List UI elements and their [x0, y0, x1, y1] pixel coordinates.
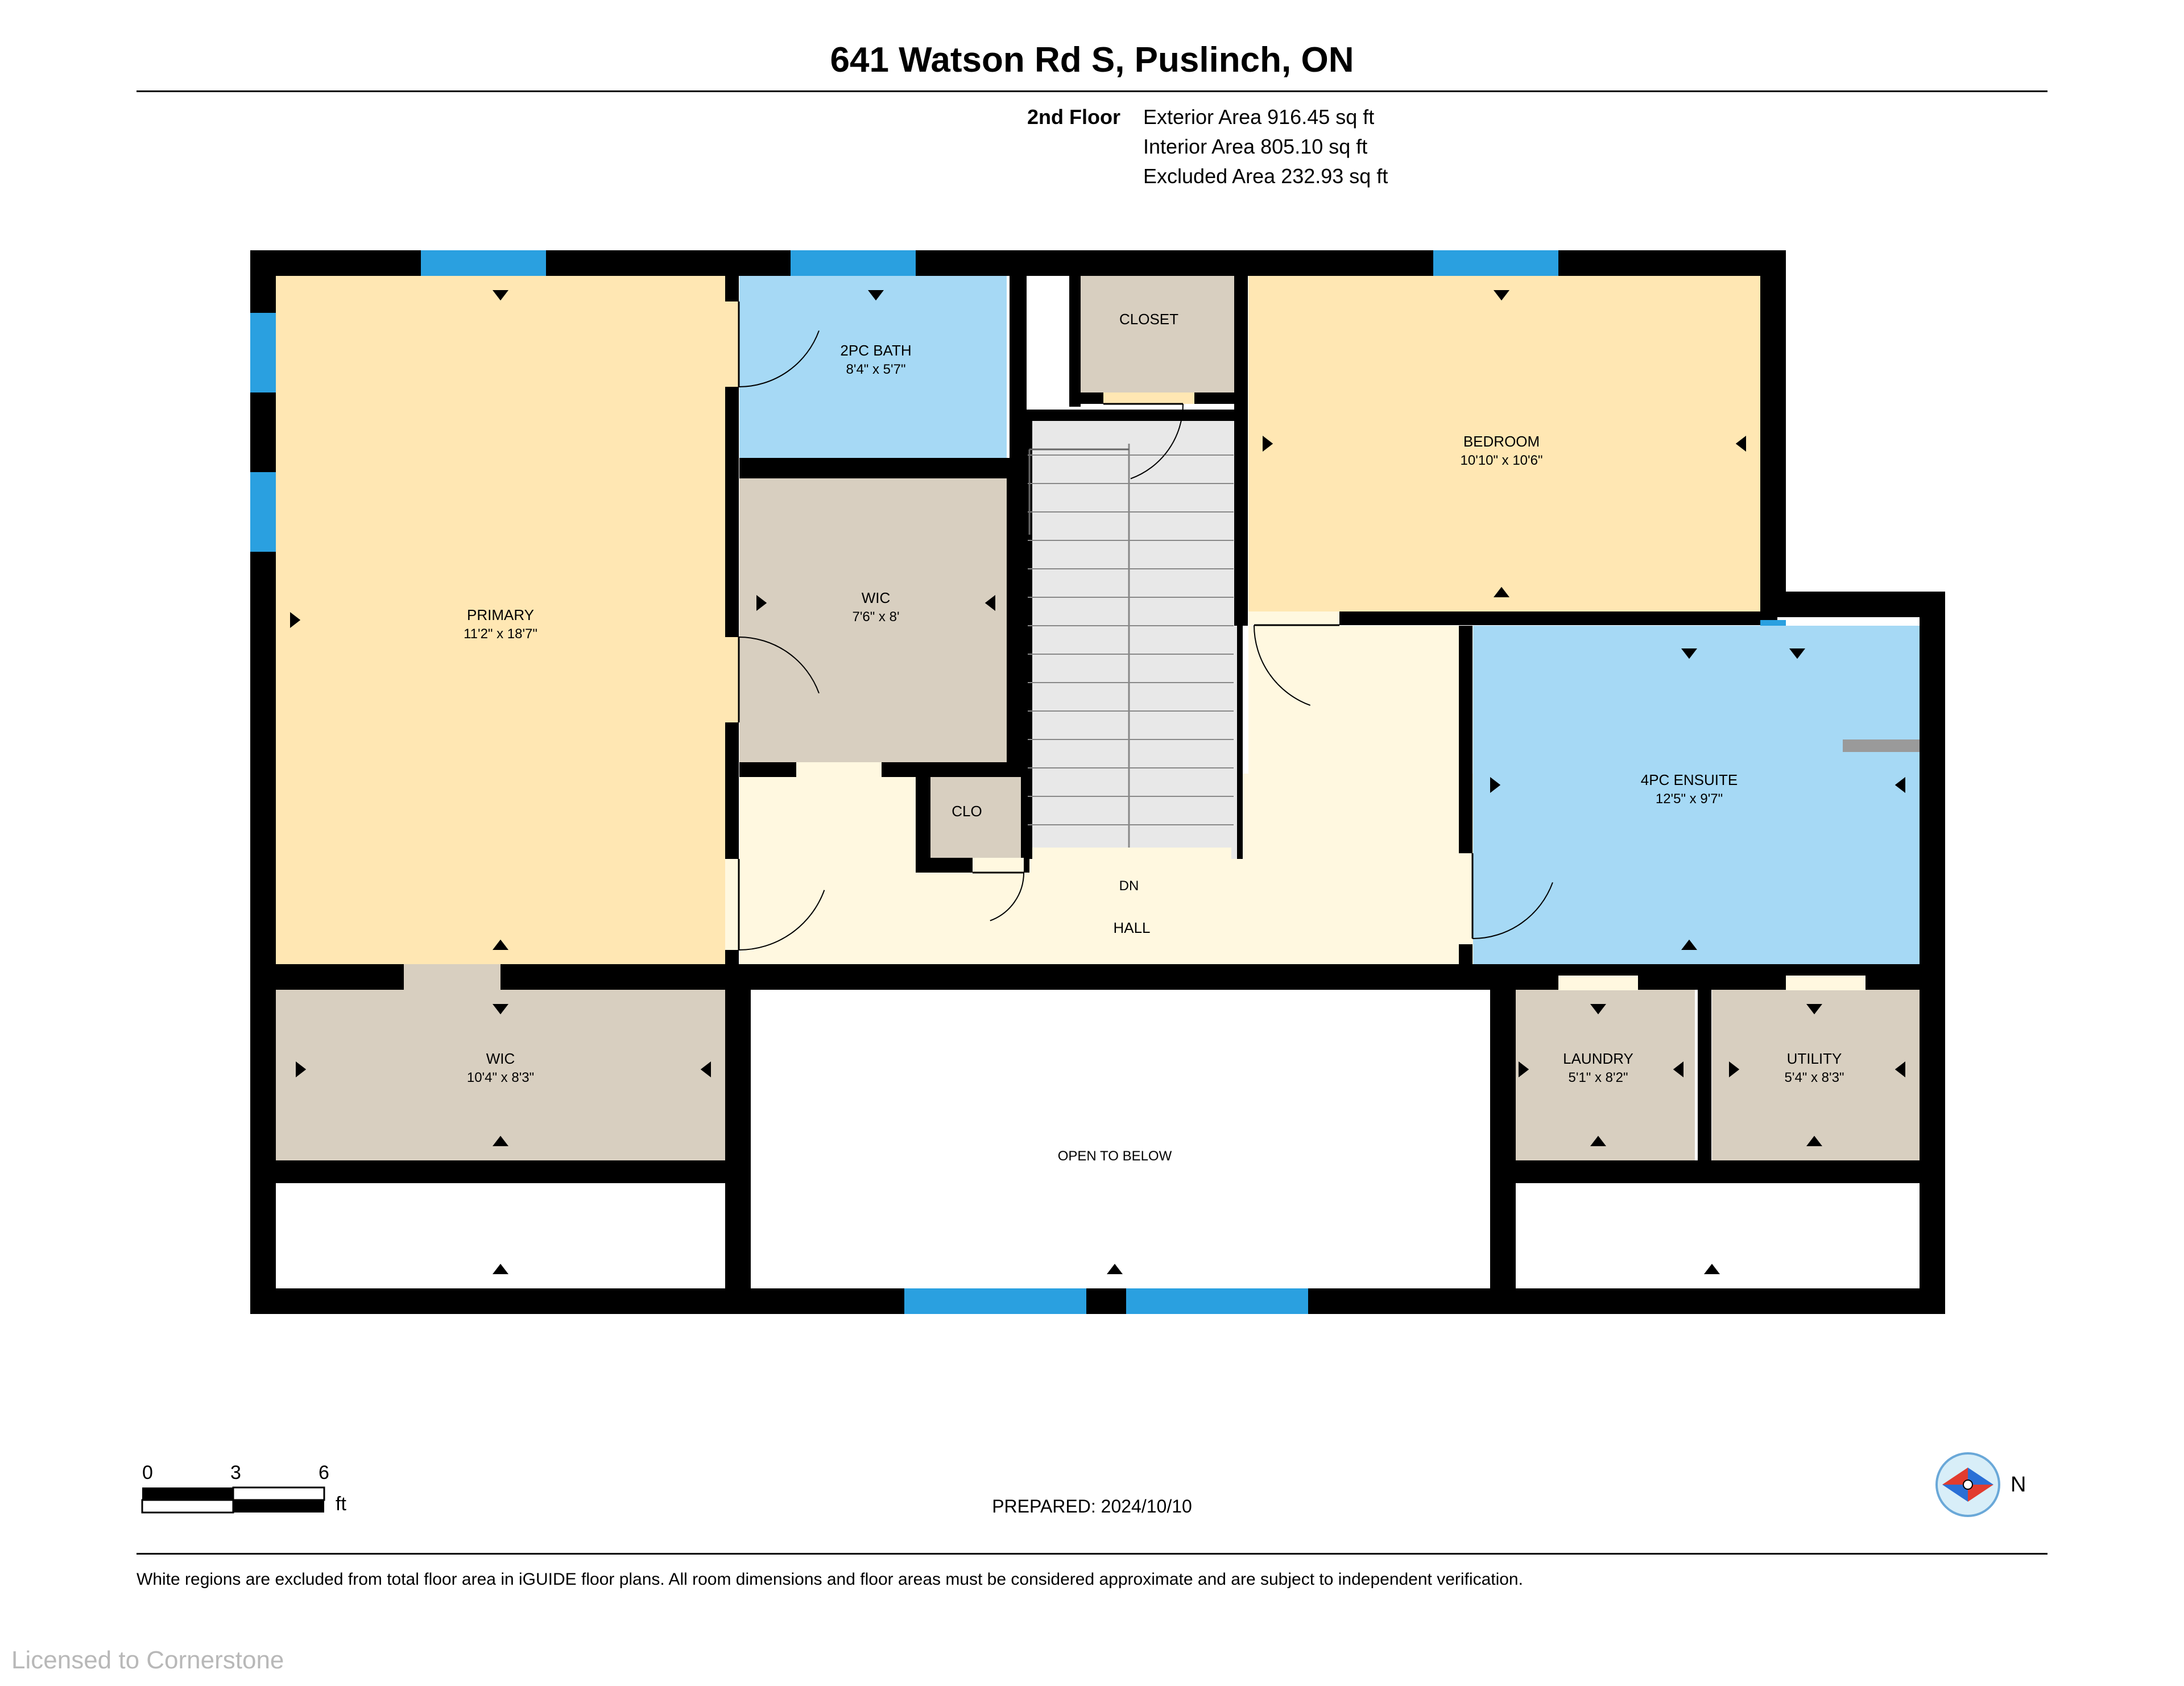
- svg-text:PRIMARY: PRIMARY: [467, 606, 534, 623]
- page-title: 641 Watson Rd S, Puslinch, ON: [136, 40, 2048, 80]
- license-text: Licensed to Cornerstone: [11, 1646, 284, 1675]
- exterior-area-label: Exterior Area: [1143, 105, 1261, 129]
- svg-text:WIC: WIC: [862, 589, 891, 606]
- compass-icon: N: [1934, 1445, 2036, 1524]
- svg-text:OPEN TO BELOW: OPEN TO BELOW: [1058, 1148, 1172, 1164]
- svg-text:10'4" x 8'3": 10'4" x 8'3": [467, 1070, 534, 1085]
- svg-text:11'2" x 18'7": 11'2" x 18'7": [464, 626, 537, 642]
- svg-text:8'4" x 5'7": 8'4" x 5'7": [846, 362, 906, 377]
- svg-text:5'4" x 8'3": 5'4" x 8'3": [1785, 1070, 1844, 1085]
- svg-text:2PC BATH: 2PC BATH: [840, 342, 911, 359]
- excluded-area-label: Excluded Area: [1143, 164, 1275, 188]
- rule-bottom: [136, 1553, 2048, 1555]
- floor-plan: PRIMARY 11'2" x 18'7" 2PC BATH 8'4" x 5'7" C…: [136, 239, 2048, 1411]
- svg-text:4PC ENSUITE: 4PC ENSUITE: [1641, 771, 1738, 788]
- svg-text:UTILITY: UTILITY: [1787, 1050, 1842, 1067]
- rule-top: [136, 90, 2048, 92]
- svg-text:DN: DN: [1119, 878, 1139, 894]
- svg-text:5'1" x 8'2": 5'1" x 8'2": [1569, 1070, 1628, 1085]
- scale-6: 6: [318, 1462, 329, 1483]
- interior-area-label: Interior Area: [1143, 135, 1255, 158]
- svg-text:HALL: HALL: [1113, 919, 1150, 936]
- exterior-area-value: 916.45 sq ft: [1267, 105, 1374, 129]
- interior-area-value: 805.10 sq ft: [1260, 135, 1367, 158]
- scale-0: 0: [142, 1462, 153, 1483]
- svg-text:12'5" x 9'7": 12'5" x 9'7": [1656, 791, 1723, 807]
- svg-text:BEDROOM: BEDROOM: [1463, 433, 1540, 450]
- svg-text:CLOSET: CLOSET: [1119, 311, 1178, 328]
- svg-text:WIC: WIC: [486, 1050, 515, 1067]
- svg-text:LAUNDRY: LAUNDRY: [1563, 1050, 1633, 1067]
- floor-info: 2nd Floor Exterior Area 916.45 sq ft Int…: [1007, 102, 1388, 192]
- prepared-date: PREPARED: 2024/10/10: [0, 1496, 2184, 1517]
- page: 641 Watson Rd S, Puslinch, ON 2nd Floor …: [136, 40, 2048, 109]
- disclaimer-text: White regions are excluded from total fl…: [136, 1570, 2048, 1589]
- excluded-area-value: 232.93 sq ft: [1281, 164, 1388, 188]
- svg-text:7'6" x 8': 7'6" x 8': [852, 609, 899, 625]
- svg-text:10'10" x 10'6": 10'10" x 10'6": [1461, 453, 1543, 468]
- floor-label: 2nd Floor: [1007, 102, 1120, 132]
- svg-text:CLO: CLO: [952, 803, 982, 820]
- compass-n: N: [2011, 1473, 2026, 1497]
- scale-3: 3: [230, 1462, 241, 1483]
